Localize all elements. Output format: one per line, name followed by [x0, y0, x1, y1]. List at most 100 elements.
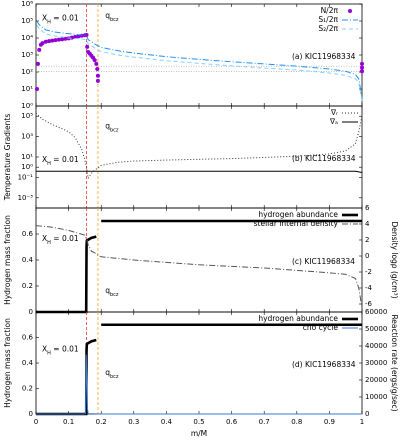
data-point: [40, 41, 45, 46]
annotation-sub: bcz: [110, 292, 119, 298]
annotation-base: X: [42, 234, 47, 243]
annotation: qbcz: [105, 11, 119, 23]
x-tick-label: 0.5: [193, 418, 204, 426]
legend-label: hydrogen abundance: [258, 314, 338, 323]
panel-annotation: (d) KIC11968334: [292, 360, 356, 369]
series-line: [36, 170, 363, 174]
panel-annotation: (b) KIC11968334: [292, 154, 356, 163]
data-point: [35, 61, 40, 66]
annotation-base: X: [42, 155, 47, 164]
y2-axis-label: Reaction rate (ergs/g/sec): [390, 314, 399, 411]
annotation: qbcz: [105, 121, 119, 132]
legend-label: cno cycle: [303, 323, 339, 332]
annotation: qbcz: [105, 368, 119, 380]
y2-tick-label: 60000: [365, 308, 387, 316]
y-tick-label: 10¹: [21, 153, 33, 161]
legend-label: ∇ᵣ: [330, 108, 338, 117]
data-point: [60, 37, 65, 42]
annotation-base: q: [105, 368, 110, 377]
y2-tick-label: -6: [365, 300, 373, 308]
y-axis-label: Hydrogen mass fraction: [3, 318, 12, 408]
annotation-base: X: [42, 13, 47, 22]
x-tick-label: 0.3: [128, 418, 139, 426]
data-point: [76, 34, 81, 39]
y-axis-label: Hydrogen mass fraction: [3, 215, 12, 305]
data-point: [95, 73, 100, 78]
data-point: [95, 67, 100, 72]
x-tick-label: 0.9: [324, 418, 335, 426]
legend-label: hydrogen abundance: [258, 210, 338, 219]
annotation-base: q: [105, 11, 110, 20]
y-tick-label: 10³: [21, 51, 33, 59]
y2-tick-label: -2: [365, 268, 372, 276]
y2-tick-label: 10000: [365, 393, 387, 401]
y-tick-label: 10⁰: [21, 163, 33, 171]
legend-label: stellar internal density: [254, 219, 339, 228]
y-tick-label: 10⁶: [21, 0, 33, 8]
data-point: [53, 38, 58, 43]
data-point: [95, 78, 100, 83]
data-point: [94, 61, 99, 66]
series-line: [36, 354, 362, 415]
annotation-tail: = 0.01: [51, 155, 79, 164]
x-tick-label: 0.8: [291, 418, 302, 426]
y2-tick-label: 4: [365, 220, 370, 228]
y-tick-label: 0.4: [22, 359, 34, 367]
annotation-sub: H: [47, 161, 51, 167]
y-tick-label: 0.4: [22, 256, 34, 264]
y-tick-label: 10⁻¹: [18, 173, 34, 181]
y-tick-label: 10⁵: [21, 112, 33, 120]
data-point: [43, 39, 48, 44]
annotation-tail: = 0.01: [51, 234, 79, 243]
y2-tick-label: 6: [365, 204, 370, 212]
y2-tick-label: 0: [365, 252, 369, 260]
data-point: [37, 47, 42, 52]
x-tick-label: 0.2: [96, 418, 107, 426]
annotation-base: X: [42, 345, 47, 354]
data-point: [360, 61, 364, 66]
y-tick-label: 10¹: [21, 85, 33, 93]
y2-tick-label: 0: [365, 410, 369, 418]
y-tick-label: 10⁴: [21, 34, 33, 42]
y2-tick-label: 2: [365, 236, 369, 244]
x-tick-label: 0.4: [161, 418, 173, 426]
panel-annotation: (c) KIC11968334: [292, 257, 355, 266]
data-point: [84, 33, 89, 38]
data-point: [73, 34, 78, 39]
data-point: [34, 87, 39, 91]
annotation: qbcz: [105, 286, 119, 298]
y-tick-label: 10⁻³: [18, 194, 34, 202]
y-tick-label: 0: [29, 308, 33, 316]
x-tick-label: 1: [360, 418, 364, 426]
panel-annotation: (a) KIC11968334: [292, 52, 356, 61]
y-tick-label: 0: [29, 410, 33, 418]
annotation-base: q: [105, 286, 110, 295]
annotation-sub: bcz: [110, 374, 119, 380]
y-tick-label: 0.6: [22, 334, 34, 342]
y2-axis-label: Density logρ (g/cm³): [390, 221, 399, 298]
legend-label: S₁/2π: [318, 15, 338, 24]
data-point: [92, 58, 97, 63]
y2-tick-label: -4: [365, 284, 373, 292]
annotation-tail: = 0.01: [51, 13, 79, 22]
y2-tick-label: 50000: [365, 325, 387, 333]
annotation-base: q: [105, 121, 110, 130]
annotation-sub: bcz: [110, 17, 119, 23]
data-point: [47, 39, 52, 44]
y-tick-label: 10²: [21, 68, 33, 76]
annotation-sub: bcz: [110, 127, 119, 133]
y-axis-label: Temperature Gradients: [3, 114, 12, 202]
annotation: XH = 0.01: [42, 155, 79, 167]
annotation: XH = 0.01: [42, 345, 79, 357]
series-line: [35, 112, 363, 180]
legend-swatch: [348, 9, 352, 13]
data-point: [360, 69, 364, 74]
data-point: [56, 37, 61, 42]
data-point: [85, 44, 90, 49]
y-tick-label: 0.6: [22, 230, 34, 238]
y-tick-label: 0.2: [22, 282, 33, 290]
annotation-sub: H: [47, 240, 51, 246]
annotation-sub: H: [47, 19, 51, 25]
